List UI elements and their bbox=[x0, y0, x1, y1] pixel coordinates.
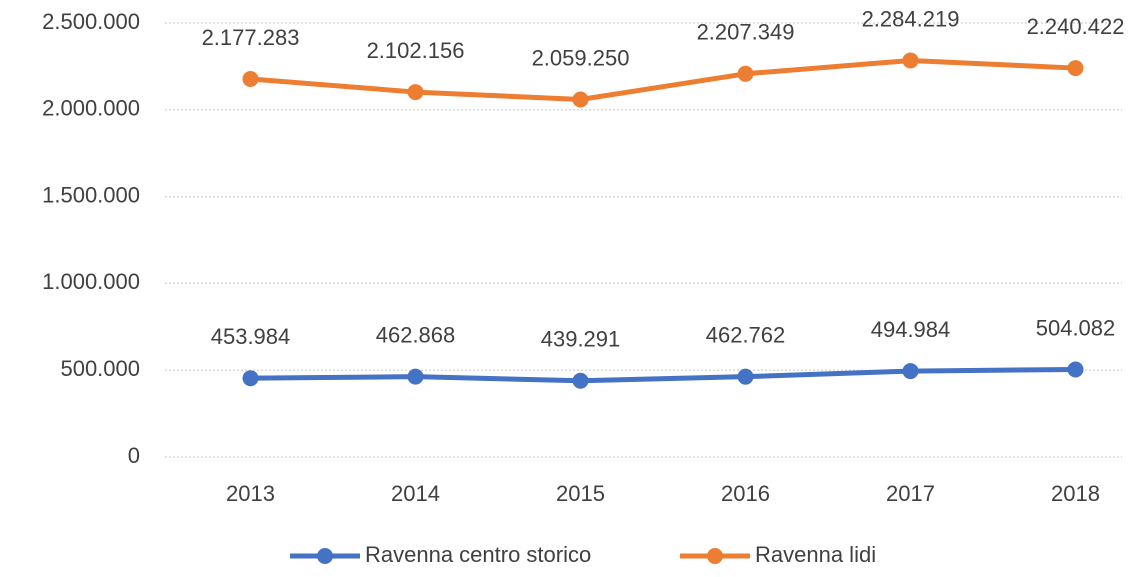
data-label: 2.207.349 bbox=[697, 20, 795, 45]
x-tick-label: 2014 bbox=[391, 481, 440, 506]
legend-marker bbox=[707, 548, 723, 564]
data-label: 494.984 bbox=[871, 317, 951, 342]
x-tick-label: 2018 bbox=[1051, 481, 1100, 506]
y-tick-label: 0 bbox=[128, 443, 140, 468]
data-label: 2.284.219 bbox=[862, 6, 960, 31]
data-label: 2.102.156 bbox=[367, 38, 465, 63]
series-line bbox=[250, 57, 1076, 103]
data-point bbox=[737, 368, 754, 385]
data-point bbox=[572, 91, 589, 108]
data-label: 439.291 bbox=[541, 327, 621, 352]
y-tick-label: 1.500.000 bbox=[42, 182, 140, 207]
data-label: 462.868 bbox=[376, 322, 456, 347]
data-point bbox=[572, 372, 589, 389]
data-point bbox=[1067, 60, 1084, 77]
data-point bbox=[407, 368, 424, 385]
x-tick-label: 2013 bbox=[226, 481, 275, 506]
data-point bbox=[902, 363, 919, 380]
legend-label: Ravenna centro storico bbox=[365, 542, 591, 567]
x-tick-label: 2015 bbox=[556, 481, 605, 506]
data-point bbox=[902, 52, 919, 69]
legend-marker bbox=[317, 548, 333, 564]
data-label: 462.762 bbox=[706, 322, 786, 347]
data-point bbox=[242, 370, 259, 387]
data-point bbox=[737, 65, 754, 82]
series-line bbox=[250, 366, 1076, 384]
data-point bbox=[407, 84, 424, 101]
data-label: 453.984 bbox=[211, 324, 291, 349]
x-tick-label: 2017 bbox=[886, 481, 935, 506]
legend-label: Ravenna lidi bbox=[755, 542, 876, 567]
data-label: 504.082 bbox=[1036, 315, 1116, 340]
data-point bbox=[1067, 361, 1084, 378]
y-tick-label: 1.000.000 bbox=[42, 269, 140, 294]
y-tick-label: 2.000.000 bbox=[42, 96, 140, 121]
y-tick-label: 2.500.000 bbox=[42, 9, 140, 34]
data-label: 2.177.283 bbox=[202, 25, 300, 50]
data-label: 2.059.250 bbox=[532, 45, 630, 70]
x-tick-label: 2016 bbox=[721, 481, 770, 506]
y-tick-label: 500.000 bbox=[60, 356, 140, 381]
data-label: 2.240.422 bbox=[1027, 14, 1125, 39]
data-point bbox=[242, 71, 259, 88]
